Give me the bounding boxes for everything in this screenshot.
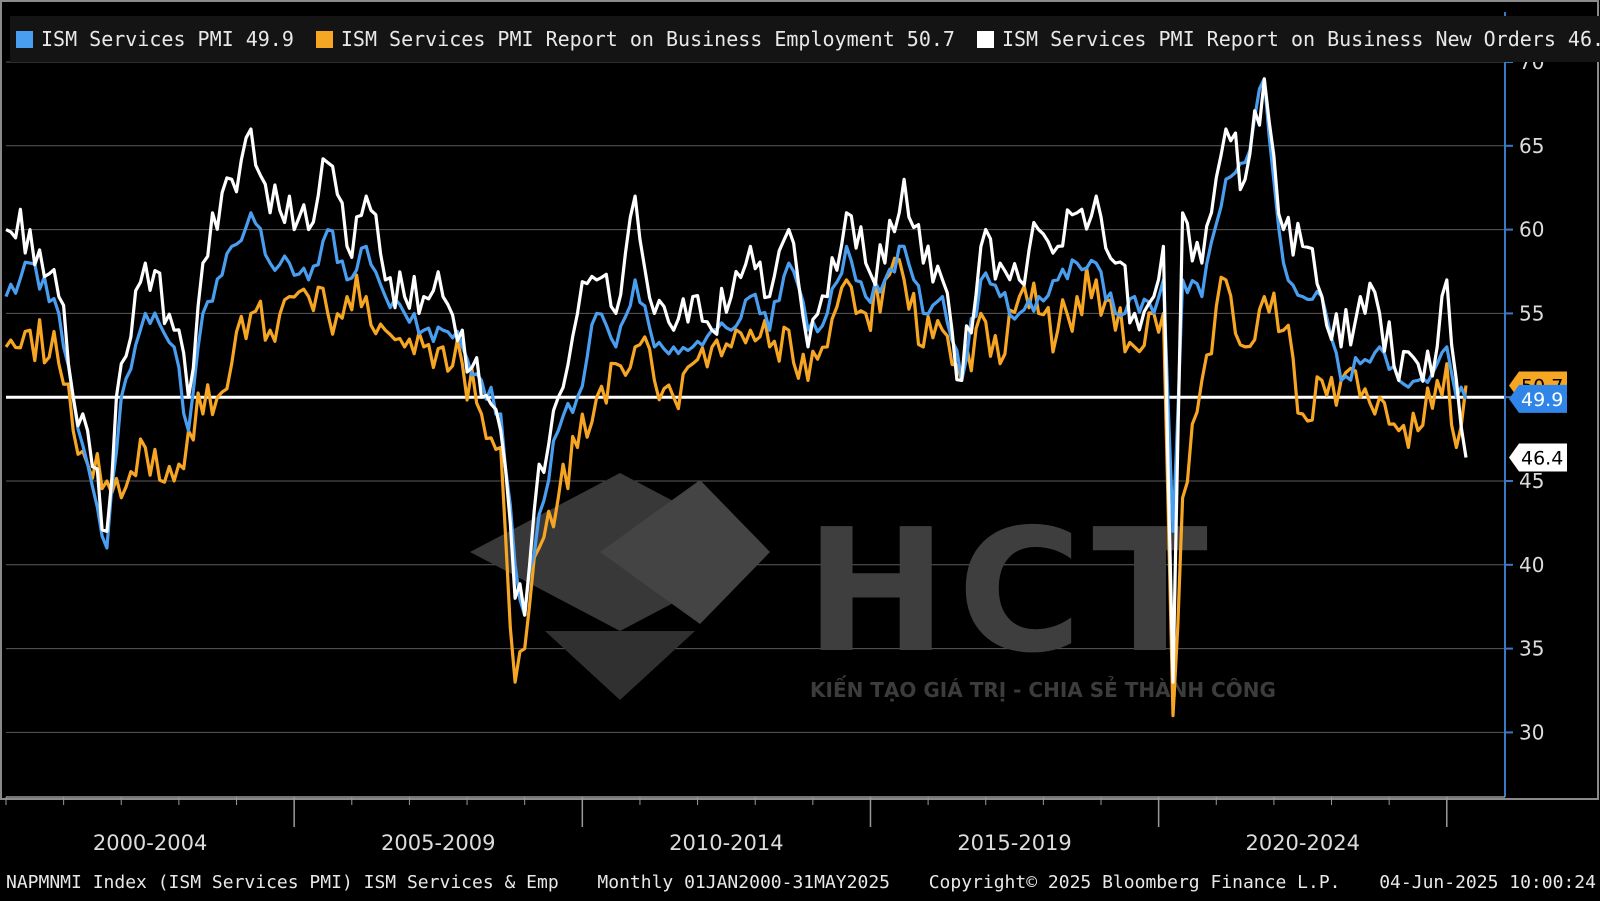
watermark-tagline: KIẾN TẠO GIÁ TRỊ - CHIA SẺ THÀNH CÔNG xyxy=(810,676,1276,702)
y-tick-label: 45 xyxy=(1519,469,1544,493)
y-tick-label: 30 xyxy=(1519,720,1544,744)
legend-swatch-white xyxy=(976,30,994,48)
legend-swatch-orange xyxy=(315,30,333,48)
x-period-label: 2010-2014 xyxy=(669,831,783,855)
series-layer xyxy=(4,77,1468,718)
footer-ticker: NAPMNMI Index (ISM Services PMI) ISM Ser… xyxy=(6,872,559,893)
axes: 3035404550556065702000-20042005-20092010… xyxy=(0,0,1599,855)
x-period-label: 2020-2024 xyxy=(1245,831,1359,855)
x-period-label: 2015-2019 xyxy=(957,831,1071,855)
watermark-brand: HCT xyxy=(805,493,1218,691)
last-value-tag: 49.9 xyxy=(1509,384,1567,413)
y-tick-label: 35 xyxy=(1519,637,1544,661)
plot-border xyxy=(0,0,1599,800)
tag-value: 46.4 xyxy=(1521,448,1563,470)
legend-label: ISM Services PMI Report on Business New … xyxy=(1001,27,1600,51)
legend: ISM Services PMI 49.9 ISM Services PMI R… xyxy=(10,16,1600,62)
watermark: HCT KIẾN TẠO GIÁ TRỊ - CHIA SẺ THÀNH CÔN… xyxy=(470,473,1276,702)
x-period-label: 2005-2009 xyxy=(381,831,495,855)
legend-item-services-pmi: ISM Services PMI 49.9 xyxy=(16,27,294,51)
series-line xyxy=(4,256,1468,718)
footer-timestamp: 04-Jun-2025 10:00:24 xyxy=(1379,872,1596,893)
legend-label: ISM Services PMI Report on Business Empl… xyxy=(340,27,955,51)
watermark-diamond-bottom-icon xyxy=(545,631,695,700)
series-line xyxy=(4,77,1468,617)
tag-value: 49.9 xyxy=(1521,389,1563,411)
tag-shape xyxy=(1509,443,1567,472)
last-value-tags: 50.749.946.4 xyxy=(1509,371,1567,472)
legend-label: ISM Services PMI 49.9 xyxy=(41,27,294,51)
y-tick-label: 60 xyxy=(1519,218,1544,242)
y-tick-label: 65 xyxy=(1519,134,1544,158)
legend-swatch-blue xyxy=(16,30,33,48)
series-line xyxy=(5,77,1468,684)
legend-item-employment: ISM Services PMI Report on Business Empl… xyxy=(315,27,955,51)
last-value-tag: 46.4 xyxy=(1509,443,1567,472)
tag-shape xyxy=(1509,384,1567,413)
watermark-diamond-right-icon xyxy=(600,480,770,624)
x-period-label: 2000-2004 xyxy=(93,831,207,855)
footer-period: Monthly 01JAN2000-31MAY2025 xyxy=(597,872,890,893)
y-tick-label: 40 xyxy=(1519,553,1544,577)
y-tick-label: 55 xyxy=(1519,301,1544,325)
legend-item-new-orders: ISM Services PMI Report on Business New … xyxy=(976,27,1600,51)
footer-copyright: Copyright© 2025 Bloomberg Finance L.P. xyxy=(928,872,1341,893)
footer: NAPMNMI Index (ISM Services PMI) ISM Ser… xyxy=(6,872,1596,898)
